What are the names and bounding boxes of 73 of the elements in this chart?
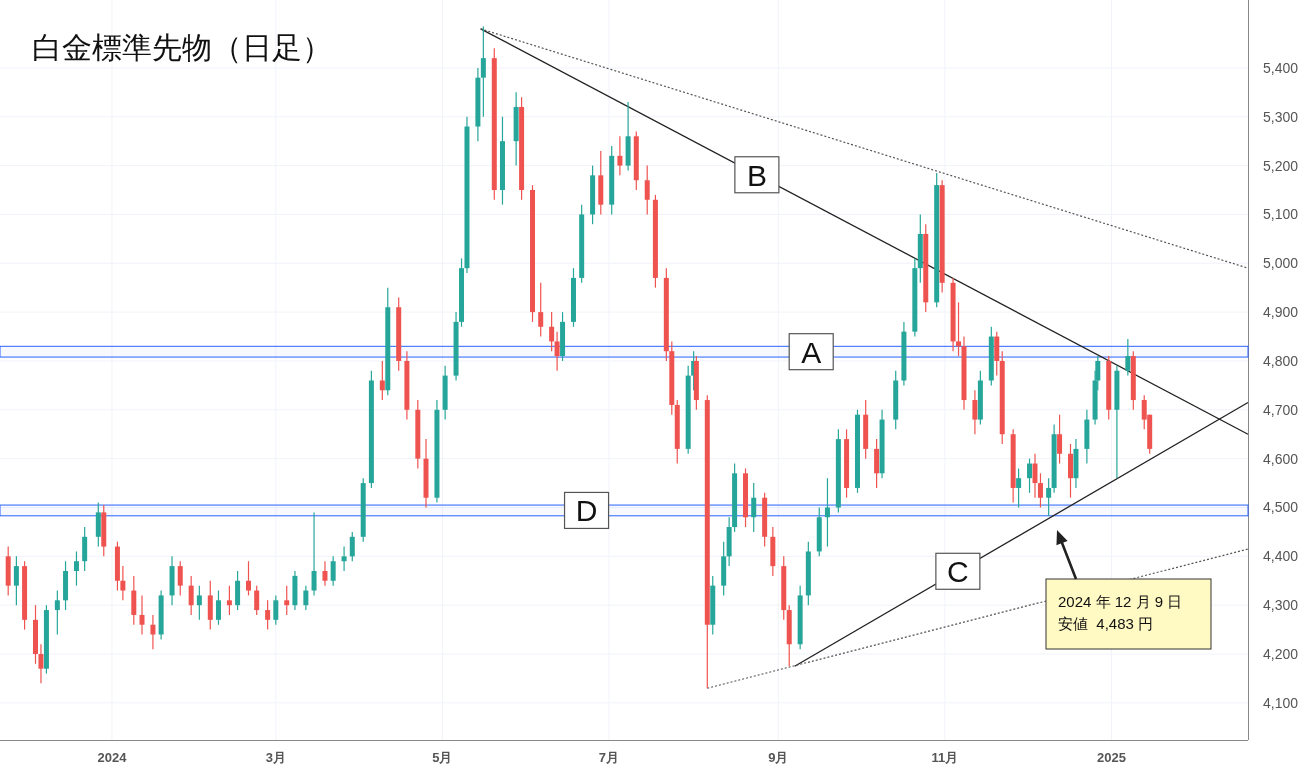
candlestick — [196, 585, 202, 621]
y-tick-label: 4,900 — [1262, 304, 1299, 321]
y-tick-label: 4,200 — [1262, 646, 1299, 663]
candlestick — [215, 589, 221, 626]
candlestick — [1016, 467, 1022, 509]
candlestick — [538, 282, 544, 338]
label-box: A — [788, 333, 834, 371]
candlestick — [265, 599, 271, 631]
candlestick — [284, 585, 290, 616]
candlestick — [1046, 477, 1052, 517]
candlestick — [150, 614, 156, 650]
annotation: 2024 年 12 月 9 日安値 4,483 円 — [1058, 592, 1184, 634]
candlestick — [554, 331, 560, 372]
candlestick — [311, 511, 317, 597]
candlestick — [120, 565, 126, 601]
x-tick-label: 11月 — [931, 750, 959, 765]
y-tick-label: 4,600 — [1262, 450, 1299, 467]
x-tick-label: 9月 — [768, 750, 789, 765]
y-tick-label: 4,500 — [1262, 499, 1299, 516]
y-tick-label: 4,800 — [1262, 352, 1299, 369]
y-tick-label: 4,400 — [1262, 548, 1299, 565]
candlestick — [1057, 414, 1063, 465]
label-box: C — [935, 552, 981, 590]
candlestick — [480, 25, 486, 118]
y-tick-label: 5,400 — [1262, 59, 1299, 76]
candlestick — [617, 135, 623, 176]
x-tick-label: 7月 — [598, 750, 620, 765]
candlestick — [549, 311, 555, 352]
label-box: B — [734, 156, 780, 194]
candlestick — [379, 360, 385, 401]
candlestick — [1032, 453, 1038, 499]
candlestick — [303, 585, 309, 611]
y-tick-label: 5,300 — [1262, 108, 1299, 125]
candlestick — [188, 575, 194, 616]
series-label: B — [746, 158, 767, 192]
candlestick — [273, 594, 279, 626]
band-label: D — [575, 494, 598, 528]
candlestick — [341, 545, 347, 572]
y-tick-label: 5,100 — [1262, 206, 1299, 223]
candlestick — [322, 560, 328, 587]
candlestick — [254, 585, 260, 616]
band-label: A — [801, 335, 822, 369]
x-tick-label: 5月 — [432, 750, 453, 765]
candlestick — [13, 555, 19, 606]
candlestick — [824, 477, 830, 548]
candlestick — [349, 531, 355, 562]
candlestick — [956, 301, 962, 357]
y-tick-label: 4,100 — [1262, 694, 1299, 711]
candlestick — [54, 589, 60, 636]
candlestick — [751, 482, 757, 533]
candlestick — [1125, 338, 1131, 377]
candlestick — [73, 550, 79, 587]
candlestick — [226, 585, 232, 616]
candlestick — [330, 555, 336, 587]
candlestick — [177, 560, 183, 597]
annotation: 2024 年 12 月 9 日安値 4,483 円 — [1045, 578, 1212, 650]
y-tick-label: 4,300 — [1262, 597, 1299, 614]
candlestick — [644, 164, 650, 216]
label-box: D — [563, 491, 610, 530]
candlestick — [38, 643, 44, 684]
candlestick — [139, 594, 145, 636]
x-tick-label: 2025 — [1097, 750, 1126, 765]
candlestick — [1037, 472, 1043, 509]
y-tick-label: 5,200 — [1262, 157, 1299, 174]
x-tick-label: 3月 — [265, 750, 286, 765]
text: 白金標準先物（日足） — [32, 31, 332, 64]
x-tick-label: 2024 — [97, 750, 128, 765]
y-tick-label: 5,000 — [1262, 255, 1299, 272]
candlestick — [972, 389, 978, 435]
series-label: C — [947, 555, 969, 589]
y-tick-label: 4,700 — [1262, 401, 1299, 418]
candlestick — [246, 560, 252, 597]
candlestick — [1027, 458, 1033, 494]
